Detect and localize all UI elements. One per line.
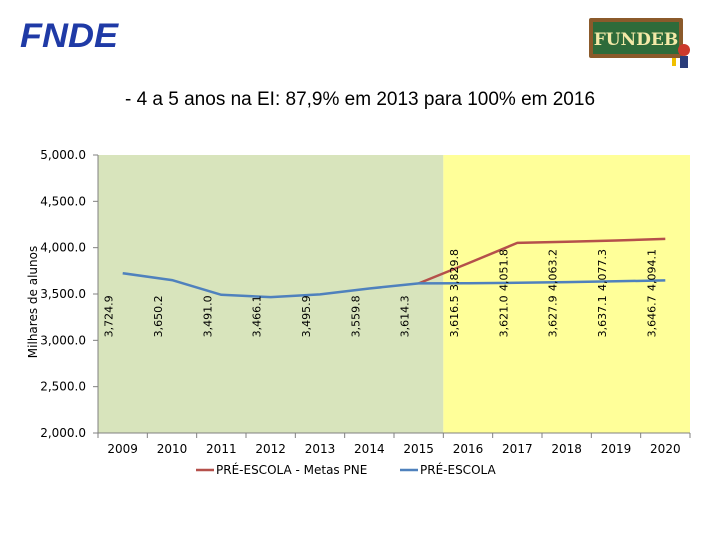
data-label-pre-escola: 3,627.9 (547, 295, 560, 337)
shaded-region-1 (443, 155, 690, 433)
x-tick-label: 2016 (453, 442, 484, 456)
shaded-region-0 (98, 155, 444, 433)
fundeb-logo: FUNDEB (586, 14, 698, 70)
y-axis-title: Milhares de alunos (26, 246, 40, 358)
legend-label-0: PRÉ-ESCOLA - Metas PNE (216, 462, 367, 477)
data-label-pre-escola: 3,466.1 (251, 295, 264, 337)
data-label-metas-pne: 4,077.3 (596, 249, 609, 291)
series-line-0 (418, 237, 666, 285)
fnde-logo-text: FNDE (20, 17, 119, 55)
x-tick-label: 2015 (403, 442, 434, 456)
data-label-pre-escola: 3,491.0 (201, 295, 214, 337)
series-line-1 (122, 271, 666, 299)
data-label-pre-escola: 3,614.3 (399, 295, 412, 337)
x-tick-label: 2009 (107, 442, 138, 456)
y-tick-label: 2,000.0 (40, 426, 86, 440)
x-tick-label: 2020 (650, 442, 681, 456)
data-label-metas-pne: 4,063.2 (547, 249, 560, 291)
legend-label-1: PRÉ-ESCOLA (420, 462, 496, 477)
x-tick-label: 2017 (502, 442, 533, 456)
data-label-pre-escola: 3,616.5 (448, 295, 461, 337)
y-tick-label: 2,500.0 (40, 380, 86, 394)
x-tick-label: 2019 (601, 442, 632, 456)
x-tick-label: 2013 (305, 442, 336, 456)
x-tick-label: 2010 (157, 442, 188, 456)
x-tick-label: 2018 (551, 442, 582, 456)
data-label-pre-escola: 3,495.9 (300, 295, 313, 337)
x-tick-label: 2012 (255, 442, 286, 456)
data-label-pre-escola: 3,646.7 (645, 295, 658, 337)
y-tick-label: 5,000.0 (40, 148, 86, 162)
data-label-pre-escola: 3,724.9 (103, 295, 116, 337)
y-tick-label: 4,500.0 (40, 194, 86, 208)
fnde-logo: FNDE (20, 16, 120, 56)
data-label-metas-pne: 4,051.8 (497, 249, 510, 291)
data-label-pre-escola: 3,559.8 (349, 295, 362, 337)
y-tick-label: 3,500.0 (40, 287, 86, 301)
fundeb-logo-text: FUNDEB (594, 30, 679, 50)
x-tick-label: 2011 (206, 442, 237, 456)
y-tick-label: 3,000.0 (40, 333, 86, 347)
data-label-pre-escola: 3,621.0 (497, 295, 510, 337)
data-label-pre-escola: 3,650.2 (152, 295, 165, 337)
y-tick-label: 4,000.0 (40, 241, 86, 255)
chart-title: - 4 a 5 anos na EI: 87,9% em 2013 para 1… (124, 89, 596, 110)
data-label-metas-pne: 3,829.8 (448, 249, 461, 291)
x-tick-label: 2014 (354, 442, 385, 456)
data-label-pre-escola: 3,637.1 (596, 295, 609, 337)
data-label-metas-pne: 4,094.1 (645, 249, 658, 291)
